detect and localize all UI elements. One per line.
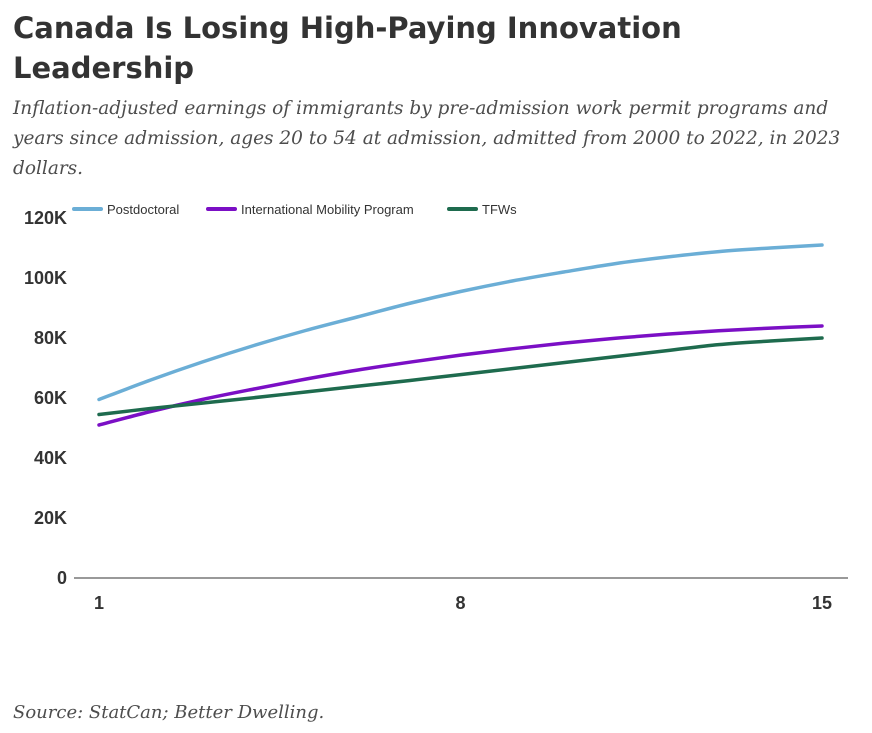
y-tick-label: 60K xyxy=(34,388,67,408)
source-note: Source: StatCan; Better Dwelling. xyxy=(13,702,325,723)
y-tick-label: 40K xyxy=(34,448,67,468)
x-axis: 1 8 15 xyxy=(74,577,848,613)
line-chart: Postdoctoral International Mobility Progr… xyxy=(24,202,848,613)
chart-subtitle: Inflation-adjusted earnings of immigrant… xyxy=(13,98,841,179)
chart-legend: Postdoctoral International Mobility Progr… xyxy=(72,202,517,217)
chart-title: Canada Is Losing High-Paying Innovation … xyxy=(13,11,682,85)
x-tick-label: 8 xyxy=(455,593,465,613)
legend-item-tfws: TFWs xyxy=(447,202,517,217)
legend-label: Postdoctoral xyxy=(107,202,179,217)
y-tick-label: 0 xyxy=(57,568,67,588)
y-tick-label: 100K xyxy=(24,268,67,288)
legend-item-postdoctoral: Postdoctoral xyxy=(72,202,179,217)
legend-item-international-mobility-program: International Mobility Program xyxy=(206,202,414,217)
y-tick-label: 120K xyxy=(24,208,67,228)
x-tick-label: 1 xyxy=(94,593,104,613)
y-tick-label: 20K xyxy=(34,508,67,528)
y-axis: 0 20K 40K 60K 80K 100K 120K xyxy=(24,208,67,588)
series-line-postdoctoral xyxy=(97,243,824,402)
x-tick-label: 15 xyxy=(812,593,832,613)
series-line-tfws xyxy=(97,336,824,417)
series-line-international-mobility-program xyxy=(97,324,824,427)
series-layer xyxy=(97,243,824,427)
legend-label: International Mobility Program xyxy=(241,202,414,217)
legend-label: TFWs xyxy=(482,202,517,217)
y-tick-label: 80K xyxy=(34,328,67,348)
